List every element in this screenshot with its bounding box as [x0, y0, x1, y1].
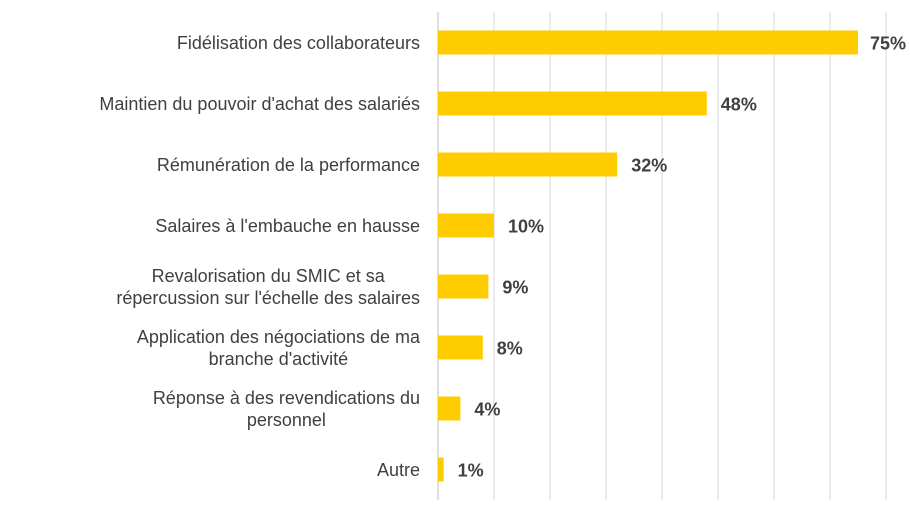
bar	[438, 30, 858, 55]
value-label: 9%	[502, 277, 528, 297]
bar	[438, 396, 461, 421]
category-label: Revalorisation du SMIC et sa répercussio…	[116, 265, 420, 308]
bar	[438, 213, 494, 238]
bar	[438, 91, 707, 116]
value-label: 8%	[497, 338, 523, 358]
category-label: Réponse à des revendications du personne…	[152, 387, 420, 430]
value-label: 4%	[474, 399, 500, 419]
category-label: Rémunération de la performance	[156, 154, 420, 175]
value-label: 75%	[870, 33, 906, 53]
bar	[438, 274, 489, 299]
value-label: 32%	[631, 155, 667, 175]
bar	[438, 335, 483, 360]
category-label: Autre	[376, 459, 420, 480]
bar	[438, 152, 618, 177]
value-label: 48%	[721, 94, 757, 114]
category-label: Application des négociations de ma branc…	[136, 326, 420, 369]
bar	[438, 457, 444, 482]
value-label: 1%	[458, 460, 484, 480]
value-label: 10%	[508, 216, 544, 236]
category-label: Fidélisation des collaborateurs	[176, 32, 420, 53]
category-label: Maintien du pouvoir d'achat des salariés	[99, 93, 420, 114]
category-label: Salaires à l'embauche en hausse	[155, 215, 420, 236]
